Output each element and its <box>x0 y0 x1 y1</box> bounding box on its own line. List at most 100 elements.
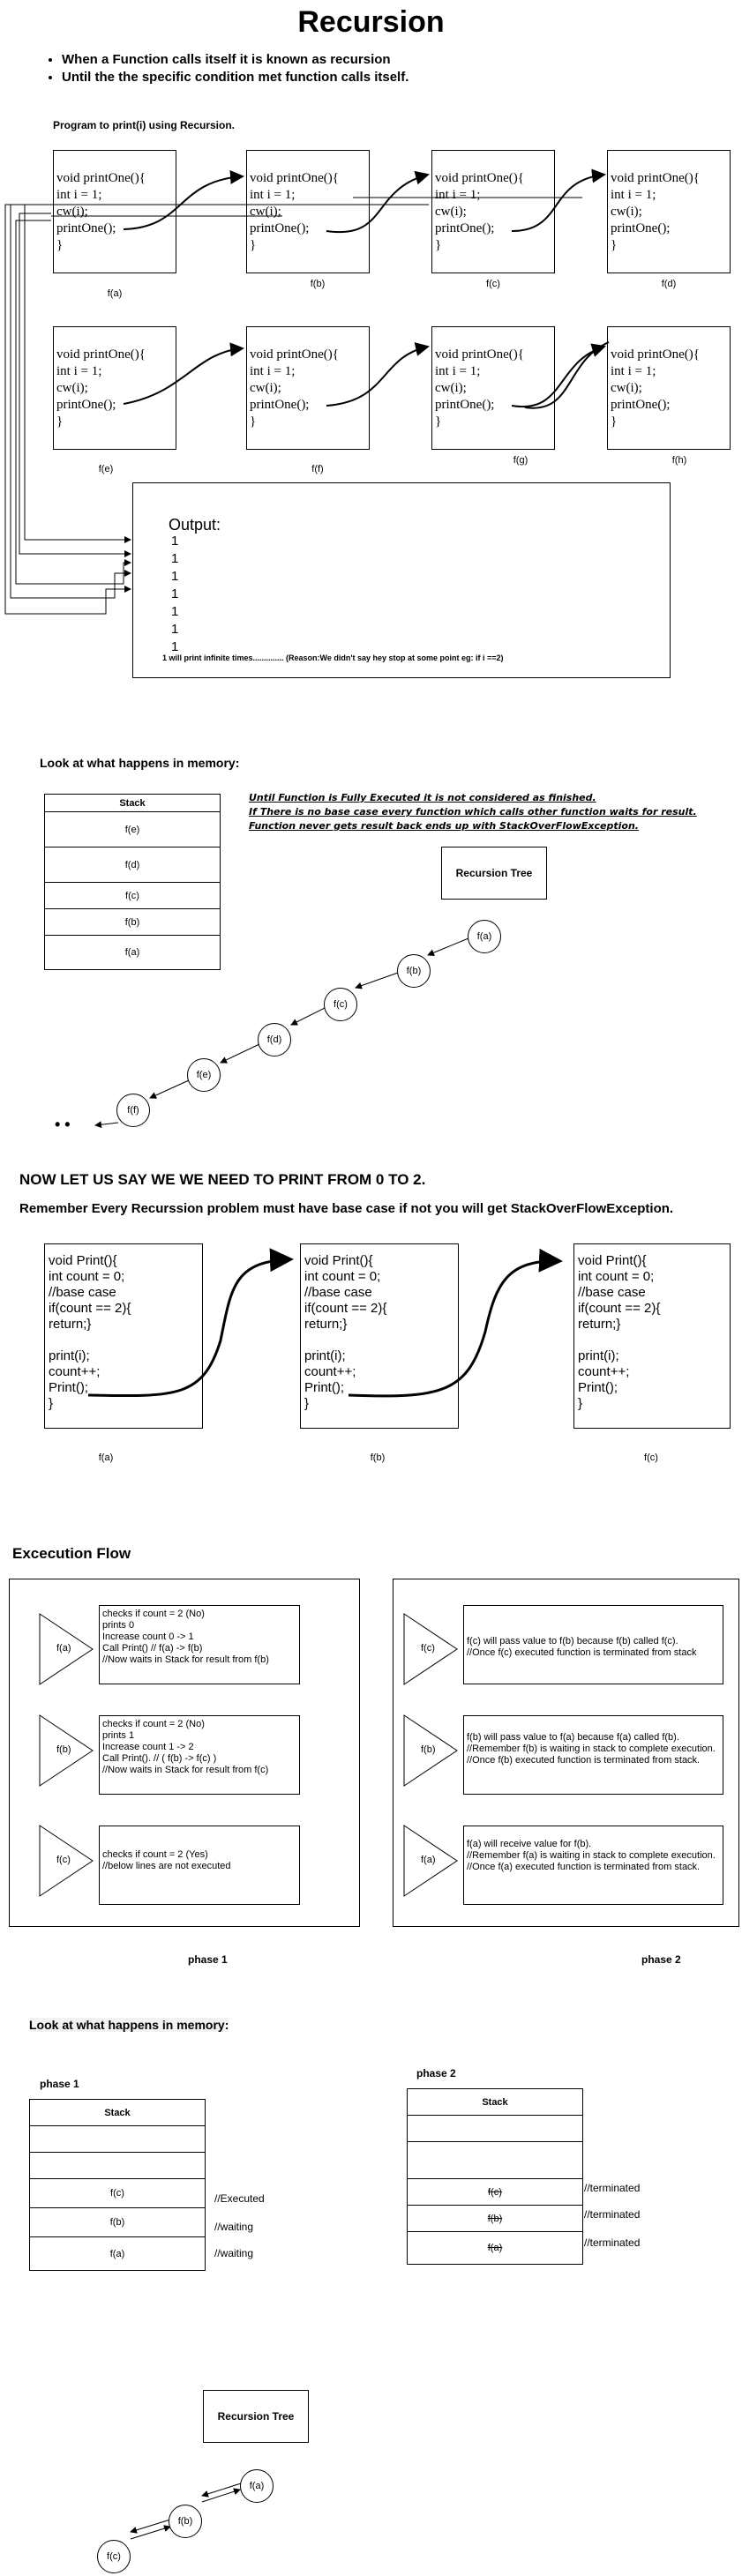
output-note: 1 will print infinite times.............… <box>162 653 504 662</box>
phase2-box <box>393 1579 739 1927</box>
program-heading: Program to print(i) using Recursion. <box>53 119 236 131</box>
recursion-tree-label-2: Recursion Tree <box>203 2390 309 2443</box>
stack-phase2: Stack f(c) f(b) f(a) <box>407 2088 583 2265</box>
phase1-fn-label: f(b) <box>56 1744 71 1755</box>
phase1-step-note: checks if count = 2 (Yes) //below lines … <box>99 1826 300 1905</box>
code2-box-fb: void Print(){ int count = 0; //base case… <box>300 1243 459 1429</box>
phase2-step-note: f(c) will pass value to f(b) because f(b… <box>463 1605 723 1684</box>
heading-print-0-2: NOW LET US SAY WE WE NEED TO PRINT FROM … <box>19 1171 426 1188</box>
phase2-fn-label: f(c) <box>421 1643 435 1654</box>
tree-2-edges <box>130 2483 242 2540</box>
intro-bullets: When a Function calls itself it is known… <box>42 51 408 86</box>
function-label: f(e) <box>98 464 114 474</box>
phase2-label: phase 2 <box>641 1953 681 1966</box>
stack-frame: f(c) <box>30 2179 205 2208</box>
stack-note: //terminated <box>584 2182 641 2194</box>
stack-header: Stack <box>30 2100 205 2126</box>
stack-frame-empty <box>30 2126 205 2153</box>
call-arrows-2-svg <box>87 1248 563 1398</box>
triangles-svg <box>39 1613 458 1897</box>
stack-frame: f(b) <box>45 909 220 936</box>
function-label: f(g) <box>513 455 528 466</box>
heading-base-case: Remember Every Recurssion problem must h… <box>19 1201 674 1216</box>
function-label: f(a) <box>98 1452 114 1463</box>
stack-note: //waiting <box>214 2247 254 2259</box>
stack-frame: f(a) <box>487 2243 503 2253</box>
tree-node: f(a) <box>468 920 501 953</box>
memory-heading-2: Look at what happens in memory: <box>29 2018 229 2032</box>
function-label: f(c) <box>486 279 500 289</box>
stack-frame: f(c) <box>45 883 220 909</box>
tree-node: f(f) <box>116 1094 150 1127</box>
stack-1: Stack f(e) f(d) f(c) f(b) f(a) <box>44 794 221 970</box>
tree-node: f(c) <box>324 988 357 1021</box>
code-box-fh: void printOne(){ int i = 1; cw(i); print… <box>607 326 731 450</box>
tree-node: f(d) <box>258 1023 291 1057</box>
stack-frame: f(d) <box>45 847 220 883</box>
stack-frame-empty <box>408 2142 582 2179</box>
stack-frame: f(a) <box>109 2248 125 2259</box>
code-box-fb: void printOne(){ int i = 1; cw(i); print… <box>246 150 370 273</box>
tree-continuation: • • <box>55 1116 71 1133</box>
execution-flow-heading: Excecution Flow <box>12 1545 131 1562</box>
tree-node: f(b) <box>169 2505 202 2538</box>
stack-note: //terminated <box>584 2236 641 2249</box>
function-label: f(c) <box>644 1452 658 1463</box>
phase2-step-note: f(b) will pass value to f(a) because f(a… <box>463 1715 723 1795</box>
phase1-fn-label: f(c) <box>56 1855 71 1865</box>
tree-node: f(c) <box>97 2540 131 2573</box>
phase1-step-note: checks if count = 2 (No) prints 1 Increa… <box>99 1715 300 1795</box>
function-label: f(a) <box>107 288 123 299</box>
stack-frame: f(e) <box>45 812 220 847</box>
code-box-ff: void printOne(){ int i = 1; cw(i); print… <box>246 326 370 450</box>
tree-1-edges <box>94 937 469 1129</box>
bullet-item: Until the the specific condition met fun… <box>62 69 408 86</box>
stack-frame: f(c) <box>408 2179 582 2206</box>
code-box-fd: void printOne(){ int i = 1; cw(i); print… <box>607 150 731 273</box>
code2-box-fc: void Print(){ int count = 0; //base case… <box>573 1243 731 1429</box>
stack-frame: f(b) <box>30 2208 205 2237</box>
code-box-fc: void printOne(){ int i = 1; cw(i); print… <box>431 150 555 273</box>
stack-note: //Executed <box>214 2192 265 2205</box>
code2-box-fa: void Print(){ int count = 0; //base case… <box>44 1243 203 1429</box>
phase2-fn-label: f(a) <box>421 1855 436 1865</box>
stack-phase1: Stack f(c) f(b) f(a) <box>29 2099 206 2271</box>
function-label: f(d) <box>661 279 677 289</box>
function-label: f(f) <box>311 464 324 474</box>
bullet-item: When a Function calls itself it is known… <box>62 51 408 69</box>
code-box-fg: void printOne(){ int i = 1; cw(i); print… <box>431 326 555 450</box>
stack-frame: f(b) <box>408 2206 582 2232</box>
phase1-box <box>9 1579 360 1927</box>
tree-node: f(b) <box>397 954 431 988</box>
phase1-label: phase 1 <box>188 1953 228 1966</box>
stack-note: //waiting <box>214 2221 254 2233</box>
function-label: f(b) <box>310 279 326 289</box>
output-label: Output: <box>169 516 221 534</box>
code-box-fa: void printOne(){ int i = 1; cw(i); print… <box>53 150 176 273</box>
recursion-tree-label: Recursion Tree <box>441 847 547 900</box>
stack-header: Stack <box>408 2089 582 2116</box>
code-box-fe: void printOne(){ int i = 1; cw(i); print… <box>53 326 176 450</box>
phase1-step-note: checks if count = 2 (No) prints 0 Increa… <box>99 1605 300 1684</box>
function-label: f(b) <box>370 1452 386 1463</box>
stack-frame-empty <box>408 2116 582 2142</box>
phase1-fn-label: f(a) <box>56 1643 71 1654</box>
phase2-fn-label: f(b) <box>421 1744 436 1755</box>
stack-frame: f(a) <box>124 947 140 958</box>
stack-phase1-title: phase 1 <box>40 2078 79 2090</box>
stack-note: //terminated <box>584 2208 641 2221</box>
stack-frame-empty <box>30 2153 205 2179</box>
phase2-step-note: f(a) will receive value for f(b). //Reme… <box>463 1826 723 1905</box>
function-label: f(h) <box>671 455 687 466</box>
tree-node: f(a) <box>240 2469 274 2503</box>
memory-heading-1: Look at what happens in memory: <box>40 756 240 770</box>
page-title: Recursion <box>297 5 445 39</box>
tree-node: f(e) <box>187 1058 221 1092</box>
stack-header: Stack <box>45 795 220 812</box>
call-arrows-svg <box>4 168 610 615</box>
stack-phase2-title: phase 2 <box>416 2067 456 2079</box>
memory-notes: Until Function is Fully Executed it is n… <box>249 792 697 832</box>
